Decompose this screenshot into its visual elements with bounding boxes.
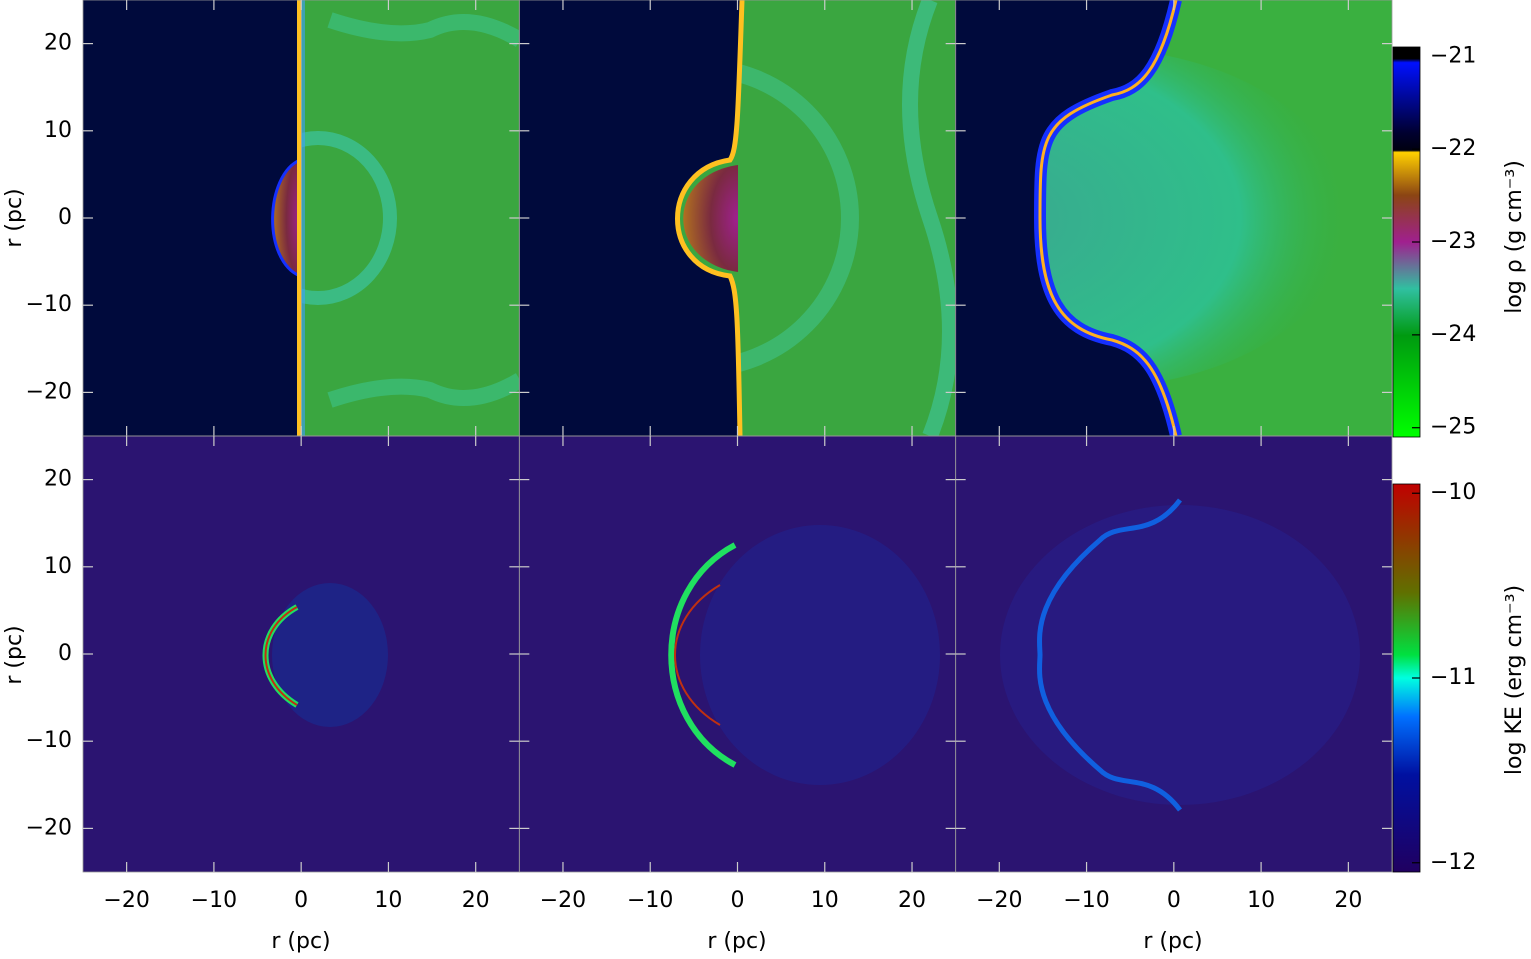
x-tick-label: 0 <box>294 888 308 913</box>
x-tick-label: 10 <box>811 888 839 913</box>
x-tick-label: −10 <box>1063 888 1109 913</box>
x-tick-label: 0 <box>730 888 744 913</box>
x-tick-label: −20 <box>540 888 586 913</box>
y-tick-label: −10 <box>26 728 72 753</box>
x-axis-label: r (pc) <box>1143 929 1202 954</box>
y-tick-label: −20 <box>26 379 72 404</box>
y-tick-label: 10 <box>44 554 72 579</box>
y-axis-label: r (pc) <box>2 188 27 247</box>
energy-panel <box>519 436 955 872</box>
energy-panel <box>83 436 519 872</box>
colorbar-tick-label: −11 <box>1430 665 1476 690</box>
colorbar-tick-label: −25 <box>1430 415 1476 440</box>
colorbar-tick-label: −24 <box>1430 322 1476 347</box>
y-tick-label: −20 <box>26 815 72 840</box>
y-tick-label: 0 <box>58 205 72 230</box>
colorbar-tick-label: −10 <box>1430 480 1476 505</box>
y-tick-label: 0 <box>58 641 72 666</box>
y-axis-label: r (pc) <box>2 625 27 684</box>
x-tick-label: −10 <box>191 888 237 913</box>
colorbar-tick-label: −21 <box>1430 43 1476 68</box>
x-tick-label: 10 <box>374 888 402 913</box>
x-tick-label: −20 <box>976 888 1022 913</box>
x-axis-label: r (pc) <box>271 929 330 954</box>
x-tick-label: −10 <box>627 888 673 913</box>
colorbar-tick-label: −22 <box>1430 136 1476 161</box>
x-tick-label: 20 <box>462 888 490 913</box>
energy-panel <box>955 436 1392 872</box>
y-tick-label: 20 <box>44 31 72 56</box>
x-tick-label: −20 <box>103 888 149 913</box>
density-panel <box>955 0 1392 436</box>
x-axis-label: r (pc) <box>707 929 766 954</box>
density-panel <box>83 0 519 436</box>
x-tick-label: 20 <box>898 888 926 913</box>
density-panel <box>519 0 955 436</box>
colorbar-tick-label: −23 <box>1430 229 1476 254</box>
colorbar-label: log KE (erg cm⁻³) <box>1502 585 1527 775</box>
colorbar-label: log ρ (g cm⁻³) <box>1502 160 1527 314</box>
x-tick-label: 10 <box>1247 888 1275 913</box>
x-tick-label: 0 <box>1167 888 1181 913</box>
colorbar-tick-label: −12 <box>1430 850 1476 875</box>
y-tick-label: −10 <box>26 292 72 317</box>
y-tick-label: 20 <box>44 467 72 492</box>
y-tick-label: 10 <box>44 118 72 143</box>
x-tick-label: 20 <box>1334 888 1362 913</box>
